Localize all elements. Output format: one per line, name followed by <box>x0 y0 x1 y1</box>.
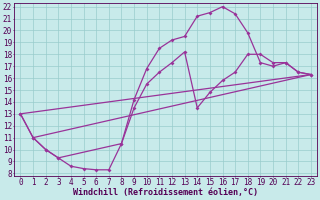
X-axis label: Windchill (Refroidissement éolien,°C): Windchill (Refroidissement éolien,°C) <box>73 188 258 197</box>
